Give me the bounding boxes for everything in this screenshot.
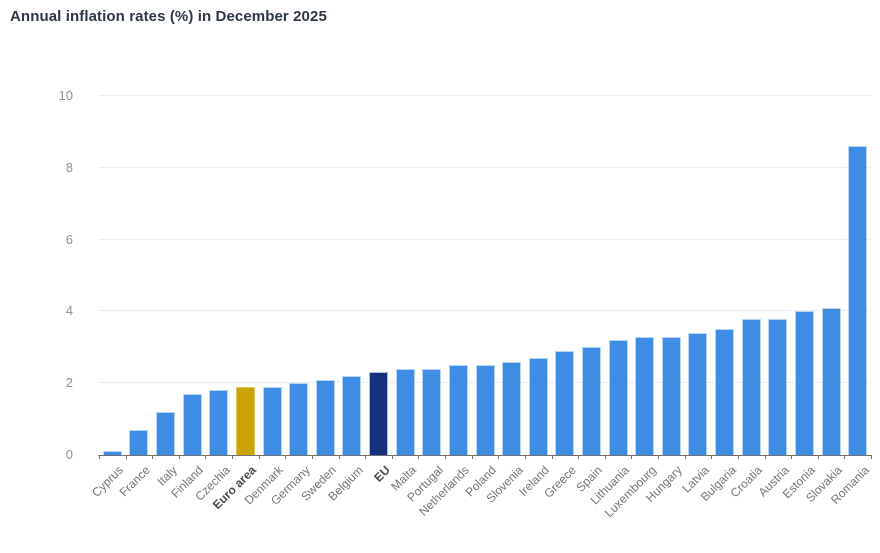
y-axis-label-4: 4 xyxy=(65,303,73,319)
bar-spain[interactable] xyxy=(581,347,601,455)
bar-portugal[interactable] xyxy=(422,368,442,455)
y-axis-label-0: 0 xyxy=(65,447,73,462)
x-axis-line xyxy=(98,455,872,456)
axis-tick xyxy=(631,455,633,459)
bar-germany[interactable] xyxy=(289,383,309,455)
y-axis-label-8: 8 xyxy=(65,159,73,175)
bar-france[interactable] xyxy=(129,429,149,455)
axis-tick xyxy=(311,455,313,459)
axis-tick xyxy=(844,455,846,459)
bar-ireland[interactable] xyxy=(528,358,548,455)
axis-tick xyxy=(152,455,154,459)
axis-tick xyxy=(684,455,686,459)
bar-czechia[interactable] xyxy=(209,390,229,455)
bar-eu[interactable] xyxy=(369,372,389,455)
bar-greece[interactable] xyxy=(555,350,575,455)
axis-tick xyxy=(764,455,766,459)
bar-belgium[interactable] xyxy=(342,376,362,455)
axis-tick xyxy=(445,455,447,459)
bar-estonia[interactable] xyxy=(794,311,814,455)
bar-sweden[interactable] xyxy=(315,379,335,455)
gridline-10 xyxy=(99,95,871,96)
chart-title: Annual inflation rates (%) in December 2… xyxy=(10,8,327,25)
bar-euro-area[interactable] xyxy=(235,386,255,455)
bar-lithuania[interactable] xyxy=(608,340,628,455)
axis-tick xyxy=(791,455,793,459)
bar-netherlands[interactable] xyxy=(448,365,468,455)
y-axis-label-6: 6 xyxy=(65,231,73,247)
axis-tick xyxy=(178,455,180,459)
axis-tick xyxy=(604,455,606,459)
axis-tick xyxy=(125,455,127,459)
axis-tick xyxy=(232,455,234,459)
bar-romania[interactable] xyxy=(848,146,868,455)
bar-croatia[interactable] xyxy=(741,318,761,455)
axis-tick xyxy=(817,455,819,459)
bar-cyprus[interactable] xyxy=(102,451,122,455)
axis-tick xyxy=(471,455,473,459)
axis-tick xyxy=(285,455,287,459)
axis-tick xyxy=(205,455,207,459)
y-axis-label-10: 10 xyxy=(58,88,73,103)
bar-latvia[interactable] xyxy=(688,332,708,455)
bar-luxembourg[interactable] xyxy=(635,336,655,455)
bar-austria[interactable] xyxy=(768,318,788,455)
gridline-4 xyxy=(99,310,871,312)
axis-tick xyxy=(258,455,260,459)
axis-tick xyxy=(737,455,739,459)
axis-tick xyxy=(551,455,553,459)
bar-malta[interactable] xyxy=(395,368,415,455)
axis-tick xyxy=(578,455,580,459)
y-axis-label-2: 2 xyxy=(65,375,73,391)
axis-tick xyxy=(524,455,526,459)
gridline-8 xyxy=(99,166,871,168)
bar-denmark[interactable] xyxy=(262,386,282,455)
gridline-6 xyxy=(99,238,871,240)
axis-tick xyxy=(338,455,340,459)
axis-tick xyxy=(99,455,100,459)
axis-tick xyxy=(711,455,713,459)
axis-tick xyxy=(418,455,420,459)
bar-slovenia[interactable] xyxy=(502,361,522,455)
axis-tick xyxy=(391,455,393,459)
bar-slovakia[interactable] xyxy=(821,307,841,455)
plot-area: Cyprus France Italy Finland Czechia Euro area… xyxy=(89,95,872,520)
bar-bulgaria[interactable] xyxy=(715,329,735,455)
bar-hungary[interactable] xyxy=(661,336,681,455)
bar-finland[interactable] xyxy=(182,393,202,455)
axis-tick xyxy=(498,455,500,459)
axis-tick xyxy=(365,455,367,459)
bar-italy[interactable] xyxy=(156,411,176,455)
bar-poland[interactable] xyxy=(475,365,495,455)
axis-tick xyxy=(871,455,872,459)
axis-tick xyxy=(658,455,660,459)
